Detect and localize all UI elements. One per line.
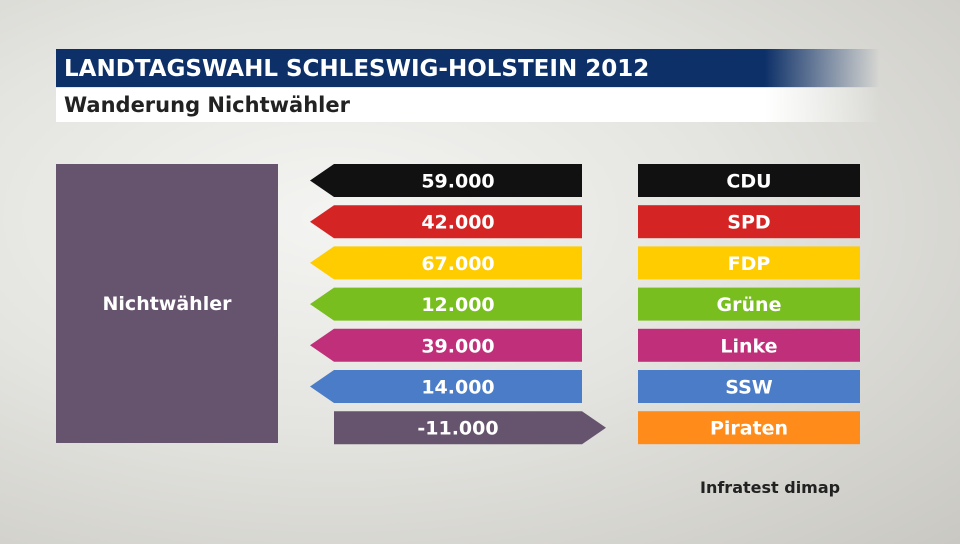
flow-value-label: 12.000 (421, 294, 494, 316)
party-label: FDP (728, 253, 771, 275)
party-label: CDU (726, 171, 771, 193)
flow-value-label: 42.000 (421, 212, 494, 234)
party-box-piraten (638, 411, 860, 445)
party-box-spd (638, 205, 860, 239)
credit-text: Infratest dimap (700, 478, 841, 497)
title-bar (56, 49, 880, 87)
party-label: Linke (720, 335, 777, 357)
source-label: Nichtwähler (102, 292, 232, 315)
flow-arrow-spd (310, 205, 582, 239)
page-subtitle: Wanderung Nichtwähler (64, 93, 350, 117)
party-label: SPD (727, 212, 770, 234)
flow-arrow-ssw (310, 370, 582, 403)
flow-arrow-linke (310, 328, 582, 362)
flow-arrow-cdu (310, 164, 582, 197)
flow-value-label: 59.000 (421, 171, 494, 193)
flow-arrow-fdp (310, 246, 582, 280)
flow-value-label: 14.000 (421, 377, 494, 399)
flow-value-label: -11.000 (417, 418, 498, 440)
party-box-linke (638, 328, 860, 362)
party-box-cdu (638, 164, 860, 197)
source-box-nichtwaehler: Nichtwähler (56, 164, 278, 443)
party-box-ssw (638, 370, 860, 403)
flow-value-label: 39.000 (421, 335, 494, 357)
party-label: Piraten (710, 418, 788, 440)
party-box-fdp (638, 246, 860, 280)
party-box-grüne (638, 287, 860, 321)
party-label: Grüne (717, 294, 782, 316)
subtitle-bar (56, 88, 880, 122)
flow-arrow-grüne (310, 287, 582, 321)
flow-arrow-piraten (334, 411, 606, 445)
party-label: SSW (725, 377, 773, 399)
flow-value-label: 67.000 (421, 253, 494, 275)
page-title: LANDTAGSWAHL SCHLESWIG-HOLSTEIN 2012 (64, 56, 650, 82)
